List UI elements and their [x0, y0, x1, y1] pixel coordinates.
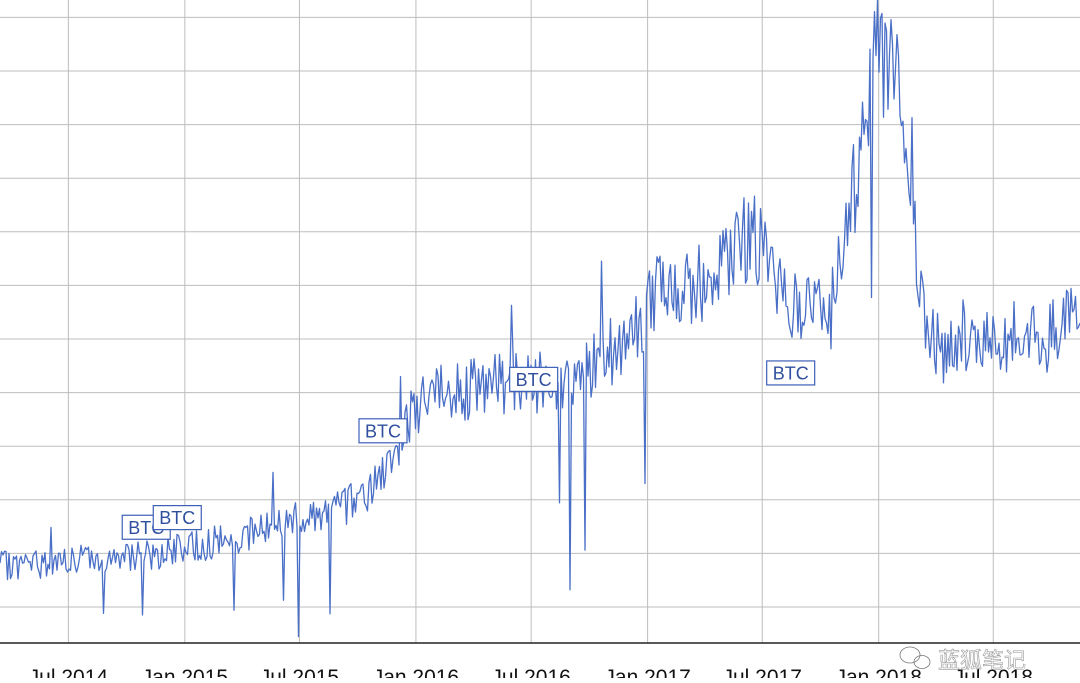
annotation-label: BTC	[159, 508, 195, 528]
series-group	[0, 0, 1080, 638]
annotation-label: BTC	[365, 421, 401, 441]
watermark: 蓝狐笔记	[899, 646, 1026, 674]
btc-annotation: BTC	[152, 505, 202, 531]
btc-annotation: BTC	[509, 366, 559, 392]
annotation-box	[152, 505, 202, 531]
vertical-gridlines	[67, 0, 994, 643]
x-tick-label: Jul 2016	[491, 666, 570, 678]
x-tick-label: Jan 2018	[835, 666, 921, 678]
series-line	[0, 0, 1080, 638]
x-tick-label: Jan 2016	[373, 666, 459, 678]
wechat-icon	[899, 646, 931, 670]
x-tick-label: Jul 2014	[29, 666, 109, 678]
annotation-label: BTC	[773, 363, 809, 383]
x-tick-label: Jul 2017	[723, 666, 802, 678]
annotation-box	[358, 418, 408, 444]
watermark-text: 蓝狐笔记	[938, 649, 1026, 674]
x-tick-label: Jan 2015	[142, 666, 228, 678]
x-tick-labels: Jul 2014 Jan 2015 Jul 2015 Jan 2016 Jul 2016…	[29, 666, 1033, 683]
x-tick-label: Jan 2017	[604, 666, 690, 678]
annotation-box	[766, 360, 816, 386]
btc-annotation: BTC	[358, 418, 408, 444]
annotation-label: BTC	[516, 370, 552, 390]
annotation-box	[509, 366, 559, 392]
x-tick-label: Jul 2015	[260, 666, 339, 678]
btc-annotation: BTC	[766, 360, 816, 386]
horizontal-gridlines	[0, 16, 1080, 608]
